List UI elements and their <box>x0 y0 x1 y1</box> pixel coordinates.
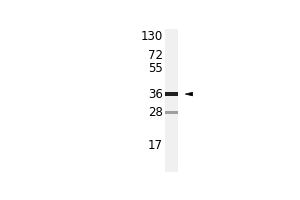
Bar <box>165 92 178 96</box>
Bar <box>165 29 178 172</box>
Text: 55: 55 <box>148 62 163 75</box>
Text: 28: 28 <box>148 106 163 119</box>
Polygon shape <box>185 92 193 96</box>
Bar <box>165 111 178 114</box>
Text: 17: 17 <box>148 139 163 152</box>
Text: 72: 72 <box>148 49 163 62</box>
Text: 130: 130 <box>141 30 163 43</box>
Text: 36: 36 <box>148 88 163 101</box>
